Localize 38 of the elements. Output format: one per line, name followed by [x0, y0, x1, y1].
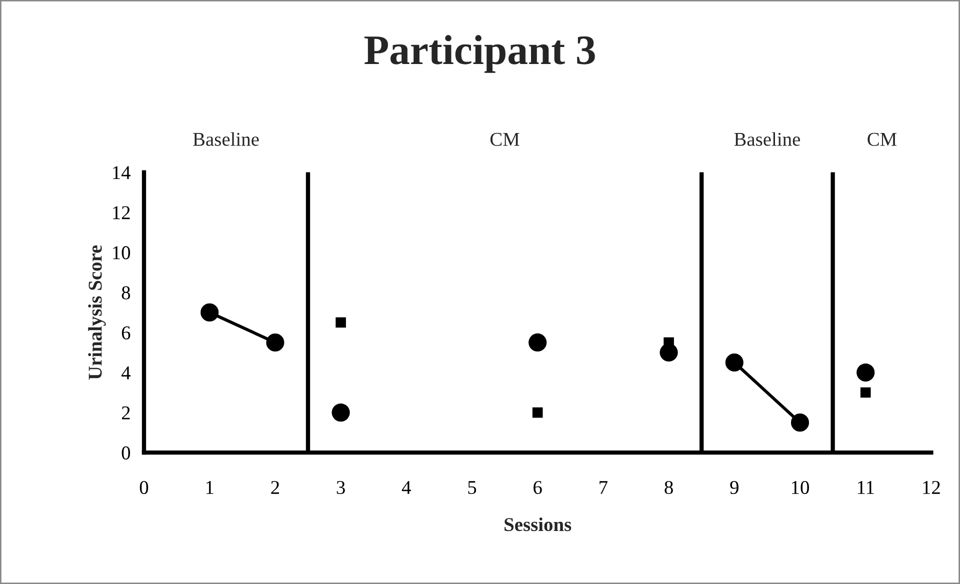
x-tick-label: 0	[140, 480, 148, 494]
x-tick-label: 10	[792, 480, 809, 494]
x-tick-label: 8	[664, 480, 673, 494]
point	[532, 407, 543, 418]
y-axis-title: Urinalysis Score	[88, 245, 106, 380]
y-tick-label: 8	[122, 286, 130, 300]
x-axis-title: Sessions	[504, 517, 572, 532]
y-tick-label: 10	[113, 246, 130, 260]
x-tick-label: 2	[271, 480, 279, 494]
point	[200, 303, 219, 322]
point	[332, 404, 350, 422]
point	[336, 317, 346, 328]
text: Baseline	[193, 132, 259, 146]
text: CM	[490, 132, 520, 146]
y-tick-label: 2	[122, 406, 130, 420]
point	[725, 353, 744, 372]
x-tick-label: 4	[402, 481, 411, 494]
text: Baseline	[734, 132, 800, 146]
x-tick-label: 11	[858, 481, 874, 494]
y-tick-label: 6	[122, 326, 130, 340]
y-tick-label: 12	[113, 206, 130, 220]
point	[856, 363, 875, 382]
x-tick-label: 1	[206, 481, 214, 494]
y-tick-label: 4	[121, 366, 130, 380]
x-tick-label: 6	[534, 480, 542, 494]
x-tick-label: 3	[336, 480, 345, 494]
point	[790, 414, 810, 432]
text: CM	[868, 132, 897, 146]
x-tick-label: 12	[923, 480, 940, 494]
chart-title: Participant 3	[364, 35, 595, 73]
x-tick-label: 7	[600, 481, 608, 494]
point	[528, 333, 547, 352]
x-tick-label: 5	[468, 481, 476, 494]
y-tick-label: 14	[113, 166, 130, 180]
point	[860, 387, 871, 398]
point	[266, 333, 284, 352]
x-tick-label: 9	[730, 480, 738, 494]
y-tick-label: 0	[122, 446, 130, 460]
